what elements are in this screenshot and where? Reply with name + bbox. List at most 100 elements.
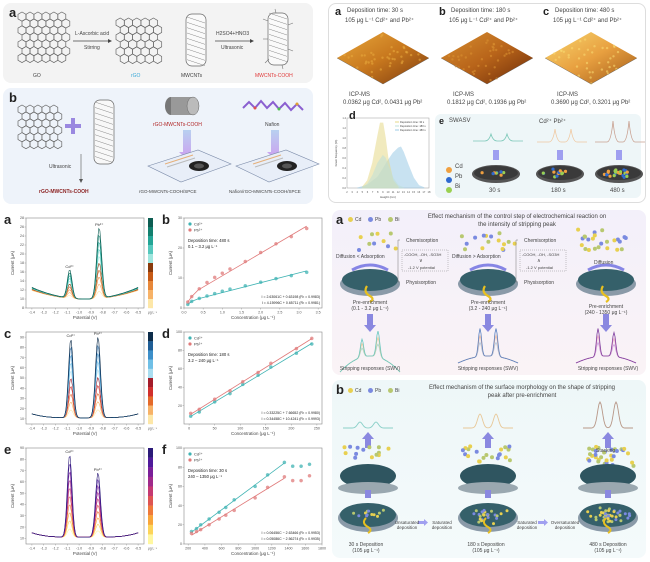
grain bbox=[470, 45, 472, 47]
grain bbox=[558, 56, 560, 58]
peak-label: Cd²⁺ bbox=[65, 449, 74, 454]
x-tick-label: 1400 bbox=[285, 547, 293, 551]
icp-label: ICP-MS bbox=[453, 92, 474, 98]
data-point bbox=[228, 389, 231, 392]
hexagon bbox=[58, 53, 66, 62]
x-tick-label: 1.0 bbox=[220, 311, 225, 315]
grain bbox=[400, 56, 402, 58]
colorbar-label: μg L⁻¹ bbox=[148, 311, 157, 315]
down-arrow-head bbox=[364, 325, 376, 332]
ion-sphere bbox=[377, 445, 381, 449]
grain bbox=[419, 59, 421, 61]
y-tick-label: 10 bbox=[20, 297, 24, 301]
data-point bbox=[205, 281, 208, 284]
metal-atom bbox=[500, 174, 503, 177]
data-point bbox=[305, 271, 308, 274]
panel-label: b bbox=[439, 6, 446, 18]
ion-sphere bbox=[593, 233, 597, 237]
ion-sphere bbox=[482, 234, 486, 238]
stripping-peak-curve bbox=[583, 402, 633, 428]
ion-sphere bbox=[480, 246, 484, 250]
electrode-label: rGO-MWCNTs-COOH/SPCE bbox=[139, 189, 197, 194]
potential-label: -1.2 V potential bbox=[526, 265, 553, 270]
grain bbox=[613, 46, 615, 48]
x-tick-label: 1000 bbox=[251, 547, 259, 551]
time-label: 180 s bbox=[551, 188, 566, 194]
y-tick-label: 60 bbox=[178, 367, 182, 371]
ion-sphere bbox=[615, 449, 619, 453]
ion-sphere bbox=[361, 448, 365, 452]
y-tick-label: 40 bbox=[178, 385, 182, 389]
x-tick-label: -0.9 bbox=[88, 547, 94, 551]
regression-equation: I = 0.05086C − 2.56274 (R² = 0.9935) bbox=[262, 537, 320, 541]
relation-label: Diffusion > Adsorption bbox=[452, 254, 501, 260]
stripping-peak-curve bbox=[576, 343, 636, 364]
legend-entry: Pb²⁺ bbox=[194, 457, 202, 462]
y-tick-label: 20 bbox=[20, 407, 24, 411]
electrode-disks bbox=[435, 114, 641, 198]
ion-sphere bbox=[587, 459, 591, 463]
data-point bbox=[190, 532, 193, 535]
x-tick-label: -0.9 bbox=[88, 311, 94, 315]
x-tick-label: 2.5 bbox=[277, 311, 282, 315]
x-axis-label: Potential (V) bbox=[73, 551, 98, 556]
y-tick-label: 1.0 bbox=[342, 136, 346, 140]
height-distribution-chart: 2 3 4 5 6 7 8 9 10 11 12 13 14 15 16 17 18 0.0 0.2 0.4 0.6 0.… bbox=[333, 112, 433, 200]
metal-atom bbox=[625, 175, 628, 178]
grain bbox=[390, 46, 392, 48]
deposited-atom bbox=[607, 517, 610, 520]
x-tick-label: 100 bbox=[237, 427, 243, 431]
ion-sphere bbox=[484, 453, 488, 457]
data-point bbox=[295, 352, 298, 355]
colorbar-segment bbox=[148, 299, 153, 308]
x-tick-label: 14 bbox=[407, 190, 410, 194]
data-point bbox=[228, 288, 231, 291]
metal-atom bbox=[613, 174, 616, 177]
data-point bbox=[257, 371, 260, 374]
ion-sphere bbox=[468, 444, 472, 448]
grain bbox=[451, 58, 453, 60]
legend-cd: Cd bbox=[455, 164, 463, 170]
y-tick-label: 20 bbox=[20, 252, 24, 256]
y-tick-label: 20 bbox=[178, 404, 182, 408]
grain bbox=[457, 56, 459, 58]
x-tick-label: 400 bbox=[202, 547, 208, 551]
grain bbox=[401, 60, 403, 62]
chart-f: f200 400 600 800 1000 1200 1400 1600 18000204060… bbox=[160, 442, 328, 560]
physisorption-label: Physisorption bbox=[524, 280, 554, 286]
stage-range: (3.2 - 240 μg L⁻¹) bbox=[460, 306, 516, 312]
x-tick-label: 200 bbox=[288, 427, 294, 431]
data-point bbox=[190, 295, 193, 298]
material-label: rGO bbox=[131, 73, 140, 79]
ion-sphere bbox=[382, 239, 386, 243]
data-point bbox=[228, 267, 231, 270]
metal-atom bbox=[608, 175, 611, 178]
grain bbox=[578, 48, 580, 50]
data-point bbox=[308, 463, 311, 466]
legend-marker bbox=[188, 452, 191, 455]
x-tick-label: -0.5 bbox=[135, 311, 141, 315]
grain bbox=[371, 62, 373, 64]
mechanism-a-diagram bbox=[332, 210, 646, 375]
transition-label: Unsaturated deposition bbox=[392, 520, 422, 530]
grain bbox=[468, 66, 470, 68]
stripping-peak-curve bbox=[463, 414, 513, 428]
data-point bbox=[283, 461, 286, 464]
annotation-text: 240 – 1350 μg L⁻¹ bbox=[188, 474, 223, 479]
x-tick-label: -0.7 bbox=[111, 427, 117, 431]
panel-label: a bbox=[335, 6, 341, 18]
plot-frame bbox=[26, 448, 144, 544]
response-label: Stripping responses (SWV) bbox=[576, 366, 640, 372]
deposited-atom bbox=[367, 510, 370, 513]
grain bbox=[477, 65, 479, 67]
grain bbox=[508, 49, 510, 51]
y-tick-label: 18 bbox=[20, 261, 24, 265]
x-tick-label: 15 bbox=[412, 190, 415, 194]
grain bbox=[608, 66, 610, 68]
ion-sphere bbox=[605, 240, 609, 244]
grain bbox=[497, 59, 499, 61]
y-tick-label: 30 bbox=[20, 397, 24, 401]
grain bbox=[508, 52, 510, 54]
grain bbox=[491, 46, 493, 48]
metal-atom bbox=[622, 168, 625, 171]
